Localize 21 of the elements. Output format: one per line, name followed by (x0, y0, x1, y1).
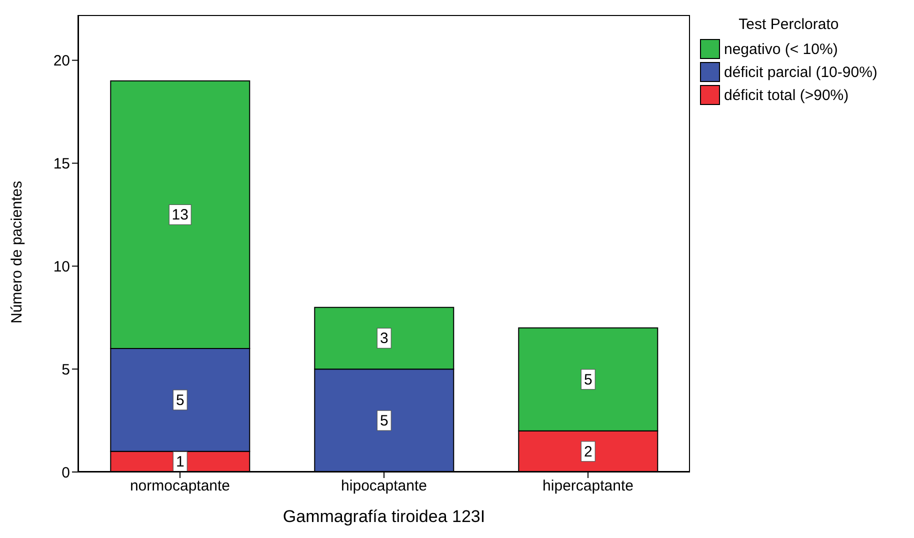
x-tick-label: hipocaptante (341, 478, 427, 495)
legend-label: déficit parcial (10-90%) (724, 64, 878, 80)
y-tick-label: 5 (62, 361, 70, 378)
data-label: 1 (176, 454, 184, 471)
legend-title: Test Perclorato (738, 16, 840, 33)
data-label: 5 (584, 371, 592, 388)
data-label: 13 (172, 206, 188, 224)
data-label: 5 (176, 392, 184, 409)
y-tick-label: 20 (53, 52, 70, 70)
legend-label: déficit total (>90%) (724, 86, 849, 104)
y-tick-label: 10 (53, 258, 70, 276)
legend-label: negativo (< 10%) (724, 40, 838, 58)
y-tick-label: 0 (62, 464, 70, 482)
data-label: 3 (380, 330, 388, 348)
data-label: 5 (380, 412, 388, 430)
data-label: 2 (584, 443, 592, 460)
x-tick-label: normocaptante (130, 478, 230, 495)
x-axis-title: Gammagrafía tiroidea 123I (282, 507, 486, 526)
y-tick-label: 15 (53, 156, 70, 173)
x-tick-label: hipercaptante (542, 478, 634, 495)
y-axis-title: Número de pacientes (8, 180, 26, 324)
